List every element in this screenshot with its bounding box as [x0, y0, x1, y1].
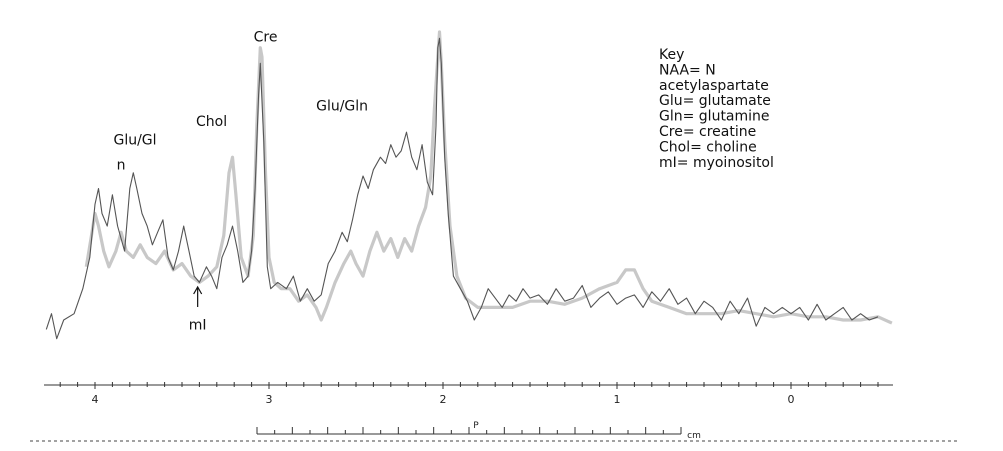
- scale-bar-marker: P: [473, 421, 479, 431]
- peak-label: n: [117, 158, 126, 174]
- x-axis: 4 3 2 1 0: [44, 382, 893, 406]
- x-tick-label: 3: [266, 393, 273, 406]
- peak-label: mI: [189, 317, 207, 333]
- x-tick-label: 0: [788, 393, 795, 406]
- x-tick-label: 4: [92, 393, 99, 406]
- mi-arrow-head: [193, 285, 203, 295]
- key-entry: Glu= glutamate: [659, 93, 771, 109]
- key-title: Key: [659, 47, 684, 63]
- series-layer: [45, 30, 893, 340]
- peak-label: Chol: [196, 114, 227, 130]
- x-tick-label: 2: [440, 393, 447, 406]
- series-line-dark: [45, 37, 879, 340]
- scale-bar: Pcm: [30, 421, 960, 442]
- series-line-light: [84, 30, 893, 325]
- key-entry: NAA= N: [659, 62, 716, 78]
- x-tick-label: 1: [614, 393, 621, 406]
- key-entry: Cre= creatine: [659, 124, 756, 140]
- peak-label: Glu/Gln: [316, 98, 368, 114]
- key-entry: acetylaspartate: [659, 78, 769, 94]
- key-entry: Chol= choline: [659, 139, 757, 155]
- key-entry: Gln= glutamine: [659, 109, 770, 125]
- scale-bar-unit: cm: [687, 431, 701, 441]
- peak-label: Cre: [254, 29, 278, 45]
- peak-label: Glu/Gl: [113, 133, 156, 149]
- key-entry: mI= myoinositol: [659, 155, 774, 171]
